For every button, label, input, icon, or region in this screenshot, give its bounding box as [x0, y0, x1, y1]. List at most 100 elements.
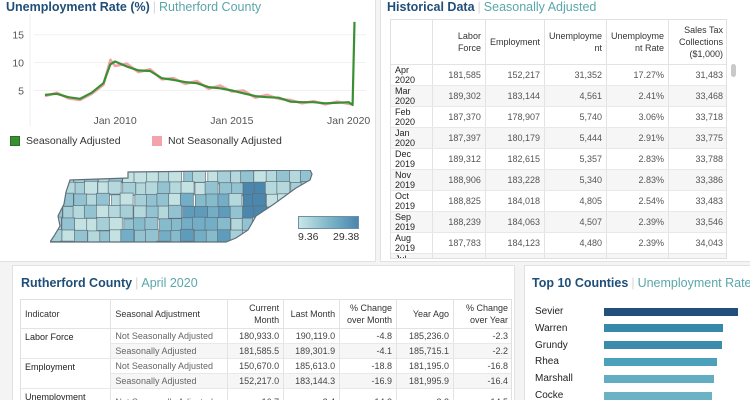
county-shape[interactable]: [194, 229, 208, 243]
county-shape[interactable]: [50, 229, 63, 242]
historical-table-container[interactable]: Labor Force Employment Unemployme nt Unempl…: [390, 19, 727, 259]
county-shape[interactable]: [276, 170, 290, 183]
scrollbar-thumb[interactable]: [731, 64, 736, 77]
county-shape[interactable]: [264, 181, 279, 195]
county-column-header[interactable]: Current Month: [227, 300, 285, 329]
county-shape[interactable]: [145, 229, 159, 243]
county-table-row[interactable]: Seasonally Adjusted 152,217.0 183,144.3 -16…: [21, 373, 511, 389]
tennessee-county-map[interactable]: [50, 170, 330, 250]
county-shape[interactable]: [228, 193, 243, 207]
historical-column-header[interactable]: Employment: [485, 20, 545, 65]
county-bar[interactable]: [604, 324, 724, 333]
legend-seasonally-adjusted[interactable]: Seasonally Adjusted: [10, 135, 121, 147]
county-shape[interactable]: [191, 216, 206, 231]
county-shape[interactable]: [193, 241, 208, 250]
county-shape[interactable]: [275, 216, 290, 231]
historical-table-row[interactable]: Dec 2019 189,312 182,615 5,357 2.83% 33,788: [391, 148, 726, 170]
county-shape[interactable]: [311, 180, 325, 195]
county-shape[interactable]: [205, 193, 220, 208]
county-shape[interactable]: [315, 242, 328, 250]
series-line-not-seasonally-adjusted[interactable]: [44, 58, 353, 106]
historical-column-header[interactable]: Labor Force: [432, 20, 486, 65]
county-bar[interactable]: [604, 391, 713, 400]
county-shape[interactable]: [109, 241, 124, 250]
county-shape[interactable]: [156, 193, 171, 207]
county-shape[interactable]: [299, 192, 313, 207]
county-shape[interactable]: [145, 241, 160, 250]
county-bar[interactable]: [604, 307, 738, 316]
county-shape[interactable]: [267, 206, 282, 221]
county-shape[interactable]: [229, 205, 244, 220]
county-shape[interactable]: [95, 204, 110, 219]
county-shape[interactable]: [108, 170, 123, 183]
county-shape[interactable]: [61, 217, 76, 232]
series-line-seasonally-adjusted[interactable]: [44, 21, 356, 107]
county-column-header[interactable]: Last Month: [283, 300, 341, 329]
county-shape[interactable]: [251, 228, 266, 242]
county-column-header[interactable]: Year Ago: [396, 300, 455, 329]
county-shape[interactable]: [133, 205, 148, 220]
county-column-header[interactable]: Indicator: [21, 300, 112, 329]
county-shape[interactable]: [263, 240, 278, 250]
county-table-container[interactable]: Indicator Seasonal Adjustment Current Mont…: [20, 299, 512, 400]
county-bar-row[interactable]: Warren: [535, 320, 745, 337]
county-shape[interactable]: [144, 217, 159, 231]
county-shape[interactable]: [292, 243, 305, 250]
county-shape[interactable]: [207, 243, 220, 250]
county-shape[interactable]: [119, 192, 134, 207]
county-shape[interactable]: [157, 181, 172, 196]
county-shape[interactable]: [240, 170, 255, 183]
county-shape[interactable]: [264, 217, 279, 231]
county-shape[interactable]: [168, 192, 183, 207]
unemployment-line-chart[interactable]: 5 10 15 Jan 2010 Jan 2015 Jan 2020: [0, 14, 376, 130]
county-shape[interactable]: [219, 243, 232, 250]
county-shape[interactable]: [169, 241, 184, 250]
county-shape[interactable]: [83, 170, 98, 183]
historical-table-row[interactable]: Nov 2019 188,906 183,228 5,340 2.83% 33,386: [391, 169, 726, 191]
county-table-row[interactable]: Labor Force Not Seasonally Adjusted 180,93…: [21, 328, 511, 359]
county-shape[interactable]: [108, 217, 123, 231]
historical-column-header[interactable]: Unemployme nt: [544, 20, 608, 65]
county-table-row[interactable]: Unemployment Rate (%)Not Seasonally Adju…: [21, 388, 511, 400]
county-shape[interactable]: [231, 243, 244, 250]
county-bar-row[interactable]: Marshall: [535, 370, 745, 387]
county-shape[interactable]: [265, 229, 279, 243]
county-bar-row[interactable]: Sevier: [535, 303, 745, 320]
county-table-row[interactable]: Employment Not Seasonally Adjusted 150,670…: [21, 358, 511, 389]
historical-table-row[interactable]: Feb 2020 187,370 178,907 5,740 3.06% 33,718: [391, 106, 726, 128]
historical-column-header[interactable]: Unemployme nt Rate: [606, 20, 670, 65]
county-shape[interactable]: [252, 241, 267, 250]
county-shape[interactable]: [180, 228, 194, 242]
county-shape[interactable]: [96, 192, 110, 207]
county-shape[interactable]: [314, 194, 327, 207]
county-shape[interactable]: [121, 241, 136, 250]
county-shape[interactable]: [313, 170, 326, 182]
county-shape[interactable]: [179, 192, 194, 207]
county-shape[interactable]: [50, 170, 64, 184]
historical-table-row[interactable]: Apr 2020 181,585 152,217 31,352 17.27% 31,483: [391, 64, 726, 86]
county-shape[interactable]: [87, 243, 100, 250]
historical-scrollbar[interactable]: [731, 64, 736, 254]
historical-table-row[interactable]: Aug 2019 187,783 184,123 4,480 2.39% 34,043: [391, 232, 726, 254]
county-shape[interactable]: [119, 204, 134, 219]
county-shape[interactable]: [217, 170, 232, 184]
county-shape[interactable]: [278, 230, 293, 244]
county-shape[interactable]: [145, 181, 160, 196]
county-column-header[interactable]: % Change over Year: [453, 300, 511, 329]
county-shape[interactable]: [244, 243, 257, 250]
county-shape[interactable]: [216, 217, 231, 232]
county-bar-row[interactable]: Grundy: [535, 337, 745, 354]
county-table-row[interactable]: Seasonally Adjusted 181,585.5 189,301.9 -4.…: [21, 343, 511, 359]
county-shape[interactable]: [96, 217, 111, 231]
county-bar-row[interactable]: Cocke: [535, 387, 745, 400]
historical-column-header[interactable]: [391, 20, 433, 65]
county-shape[interactable]: [84, 180, 98, 195]
county-shape[interactable]: [133, 241, 148, 250]
county-shape[interactable]: [180, 181, 195, 195]
legend-not-seasonally-adjusted[interactable]: Not Seasonally Adjusted: [152, 135, 282, 147]
county-shape[interactable]: [277, 241, 291, 250]
county-shape[interactable]: [83, 204, 98, 219]
historical-table-row[interactable]: Jan 2020 187,397 180,179 5,444 2.91% 33,775: [391, 127, 726, 149]
county-bar-row[interactable]: Rhea: [535, 353, 745, 370]
